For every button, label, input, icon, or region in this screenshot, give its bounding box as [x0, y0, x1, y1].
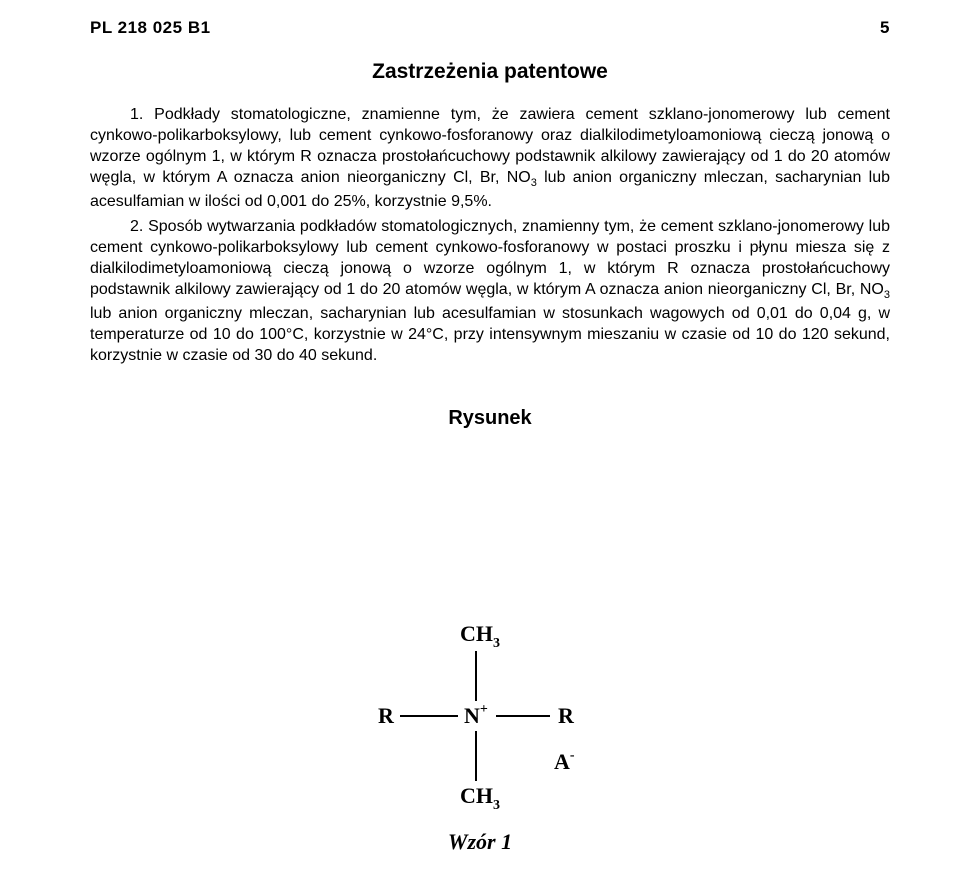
svg-text:A-: A-	[554, 748, 575, 774]
claim-2-post: lub anion organiczny mleczan, sacharynia…	[90, 305, 890, 364]
svg-text:N+: N+	[464, 702, 488, 728]
chem-bottom-sub: 3	[493, 798, 500, 813]
chem-label: Wzór 1	[350, 829, 610, 855]
chem-anion: A	[554, 749, 570, 774]
svg-text:CH3: CH3	[460, 621, 500, 651]
header-row: PL 218 025 B1 5	[90, 18, 890, 38]
chem-left-r: R	[378, 703, 395, 728]
svg-text:CH3: CH3	[460, 783, 500, 813]
chem-top-sub: 3	[493, 636, 500, 651]
claim-2-sub: 3	[884, 290, 890, 302]
claim-2: 2. Sposób wytwarzania podkładów stomatol…	[90, 216, 890, 366]
chem-structure: CH3 R N+ R CH3 A-	[350, 621, 610, 821]
page-number: 5	[880, 18, 890, 38]
chem-center-n: N	[464, 703, 480, 728]
chem-figure: CH3 R N+ R CH3 A- Wzór 1	[350, 621, 610, 855]
chem-anion-sup: -	[570, 748, 575, 763]
figure-title: Rysunek	[90, 407, 890, 430]
claims-title: Zastrzeżenia patentowe	[90, 60, 890, 84]
chem-right-r: R	[558, 703, 575, 728]
chem-bottom: CH	[460, 783, 493, 808]
body-text: 1. Podkłady stomatologiczne, znamienne t…	[90, 104, 890, 367]
doc-number: PL 218 025 B1	[90, 18, 211, 38]
chem-center-sup: +	[480, 702, 488, 717]
page-root: PL 218 025 B1 5 Zastrzeżenia patentowe 1…	[0, 0, 960, 879]
claim-1: 1. Podkłady stomatologiczne, znamienne t…	[90, 104, 890, 212]
chem-top: CH	[460, 621, 493, 646]
claim-2-pre: 2. Sposób wytwarzania podkładów stomatol…	[90, 218, 890, 298]
